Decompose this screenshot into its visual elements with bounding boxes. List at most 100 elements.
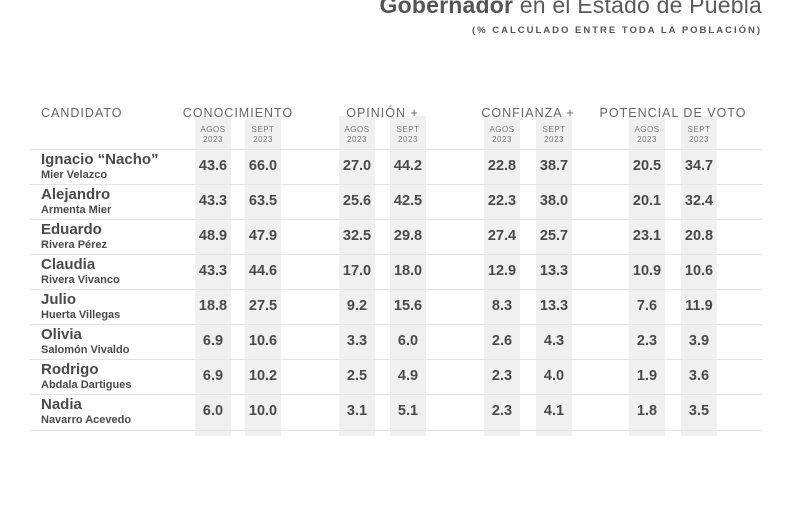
period-header: AGOS 2023: [188, 125, 238, 145]
chart-title: Gobernador en el Estado de Puebla: [380, 0, 762, 19]
column-shade: [484, 116, 520, 436]
value-confianza-agos: 22.8: [487, 158, 517, 174]
group-header-potencial-de-voto: POTENCIAL DE VOTO: [599, 106, 747, 120]
column-shade: [339, 116, 375, 436]
value-opinion-agos: 25.6: [342, 193, 372, 209]
candidate-last-name: Armenta Mier: [41, 204, 112, 216]
value-opinion-sept: 44.2: [393, 158, 423, 174]
value-confianza-agos: 8.3: [491, 298, 513, 314]
period-header: SEPT 2023: [529, 125, 579, 145]
value-confianza-agos: 27.4: [487, 228, 517, 244]
candidate-last-name: Salomón Vivaldo: [41, 344, 130, 356]
group-header-conocimiento: CONOCIMIENTO: [182, 106, 294, 120]
value-confianza-agos: 12.9: [487, 263, 517, 279]
period-year: 2023: [347, 135, 367, 144]
value-opinion-sept: 42.5: [393, 193, 423, 209]
results-table: CANDIDATO CONOCIMIENTO OPINIÓN + CONFIANZA…: [30, 100, 762, 440]
value-opinion-agos: 3.1: [346, 403, 368, 419]
value-conocimiento-agos: 43.3: [198, 193, 228, 209]
value-opinion-sept: 6.0: [397, 333, 419, 349]
column-shade: [195, 116, 231, 436]
column-shade: [245, 116, 281, 436]
period-month: AGOS: [634, 125, 660, 134]
period-month: AGOS: [200, 125, 226, 134]
period-month: SEPT: [396, 125, 420, 134]
value-opinion-agos: 17.0: [342, 263, 372, 279]
period-header: SEPT 2023: [674, 125, 724, 145]
candidate-first-name: Julio: [41, 291, 77, 308]
value-potencial-de-voto-sept: 32.4: [684, 193, 714, 209]
value-conocimiento-agos: 48.9: [198, 228, 228, 244]
value-potencial-de-voto-sept: 20.8: [684, 228, 714, 244]
period-year: 2023: [637, 135, 657, 144]
table-row: Alejandro Armenta Mier 43.3 63.5 25.6 42.5 22.…: [30, 184, 762, 220]
value-conocimiento-sept: 63.5: [248, 193, 278, 209]
value-opinion-agos: 27.0: [342, 158, 372, 174]
value-opinion-agos: 32.5: [342, 228, 372, 244]
value-potencial-de-voto-agos: 1.8: [636, 403, 658, 419]
value-conocimiento-agos: 43.6: [198, 158, 228, 174]
period-year: 2023: [689, 135, 709, 144]
value-confianza-agos: 2.3: [491, 403, 513, 419]
value-confianza-sept: 4.0: [543, 368, 565, 384]
value-potencial-de-voto-sept: 34.7: [684, 158, 714, 174]
value-potencial-de-voto-sept: 3.9: [688, 333, 710, 349]
candidate-last-name: Mier Velazco: [41, 169, 108, 181]
period-header: AGOS 2023: [622, 125, 672, 145]
value-potencial-de-voto-sept: 10.6: [684, 263, 714, 279]
value-conocimiento-agos: 6.9: [202, 333, 224, 349]
value-confianza-agos: 2.6: [491, 333, 513, 349]
value-potencial-de-voto-sept: 3.5: [688, 403, 710, 419]
column-shade: [681, 116, 717, 436]
value-opinion-sept: 18.0: [393, 263, 423, 279]
period-month: SEPT: [542, 125, 566, 134]
value-confianza-sept: 13.3: [539, 263, 569, 279]
value-confianza-sept: 4.1: [543, 403, 565, 419]
candidate-first-name: Ignacio “Nacho”: [41, 151, 159, 168]
group-header-opinion: OPINIÓN +: [346, 106, 419, 120]
value-conocimiento-agos: 6.0: [202, 403, 224, 419]
table-row: Rodrigo Abdala Dartigues 6.9 10.2 2.5 4.9 2.3 4…: [30, 359, 762, 395]
candidate-last-name: Huerta Villegas: [41, 309, 121, 321]
candidate-last-name: Navarro Acevedo: [41, 414, 132, 426]
chart-title-bold: Gobernador: [379, 0, 514, 18]
candidate-first-name: Olivia: [41, 326, 82, 343]
period-year: 2023: [492, 135, 512, 144]
table-row: Ignacio “Nacho” Mier Velazco 43.6 66.0 27.0 4…: [30, 149, 762, 185]
table-row: Olivia Salomón Vivaldo 6.9 10.6 3.3 6.0 2.6 4.3…: [30, 324, 762, 360]
period-year: 2023: [544, 135, 564, 144]
value-conocimiento-sept: 66.0: [248, 158, 278, 174]
value-potencial-de-voto-agos: 1.9: [636, 368, 658, 384]
candidate-first-name: Eduardo: [41, 221, 102, 238]
candidate-first-name: Nadia: [41, 396, 82, 413]
value-opinion-sept: 15.6: [393, 298, 423, 314]
period-year: 2023: [253, 135, 273, 144]
value-conocimiento-sept: 47.9: [248, 228, 278, 244]
value-opinion-agos: 2.5: [346, 368, 368, 384]
value-opinion-agos: 9.2: [346, 298, 368, 314]
value-confianza-agos: 22.3: [487, 193, 517, 209]
table-row: Nadia Navarro Acevedo 6.0 10.0 3.1 5.1 2.3 4.1 1…: [30, 394, 762, 431]
value-opinion-sept: 4.9: [397, 368, 419, 384]
candidate-first-name: Claudia: [41, 256, 96, 273]
value-potencial-de-voto-agos: 20.5: [632, 158, 662, 174]
value-potencial-de-voto-sept: 3.6: [688, 368, 710, 384]
value-conocimiento-agos: 18.8: [198, 298, 228, 314]
table-row: Claudia Rivera Vivanco 43.3 44.6 17.0 18.0 12.…: [30, 254, 762, 290]
value-potencial-de-voto-sept: 11.9: [685, 298, 713, 314]
period-month: AGOS: [344, 125, 370, 134]
value-conocimiento-sept: 44.6: [248, 263, 278, 279]
value-conocimiento-sept: 10.2: [248, 368, 278, 384]
table-row: Julio Huerta Villegas 18.8 27.5 9.2 15.6 8.3 13…: [30, 289, 762, 325]
period-month: SEPT: [687, 125, 711, 134]
period-header: AGOS 2023: [332, 125, 382, 145]
period-header: SEPT 2023: [383, 125, 433, 145]
group-header-confianza: CONFIANZA +: [481, 106, 575, 120]
value-potencial-de-voto-agos: 7.6: [636, 298, 658, 314]
candidate-last-name: Rivera Pérez: [41, 239, 108, 251]
period-month: SEPT: [251, 125, 275, 134]
value-conocimiento-agos: 6.9: [202, 368, 224, 384]
value-potencial-de-voto-agos: 20.1: [632, 193, 662, 209]
value-conocimiento-sept: 10.0: [248, 403, 278, 419]
column-shade: [390, 116, 426, 436]
